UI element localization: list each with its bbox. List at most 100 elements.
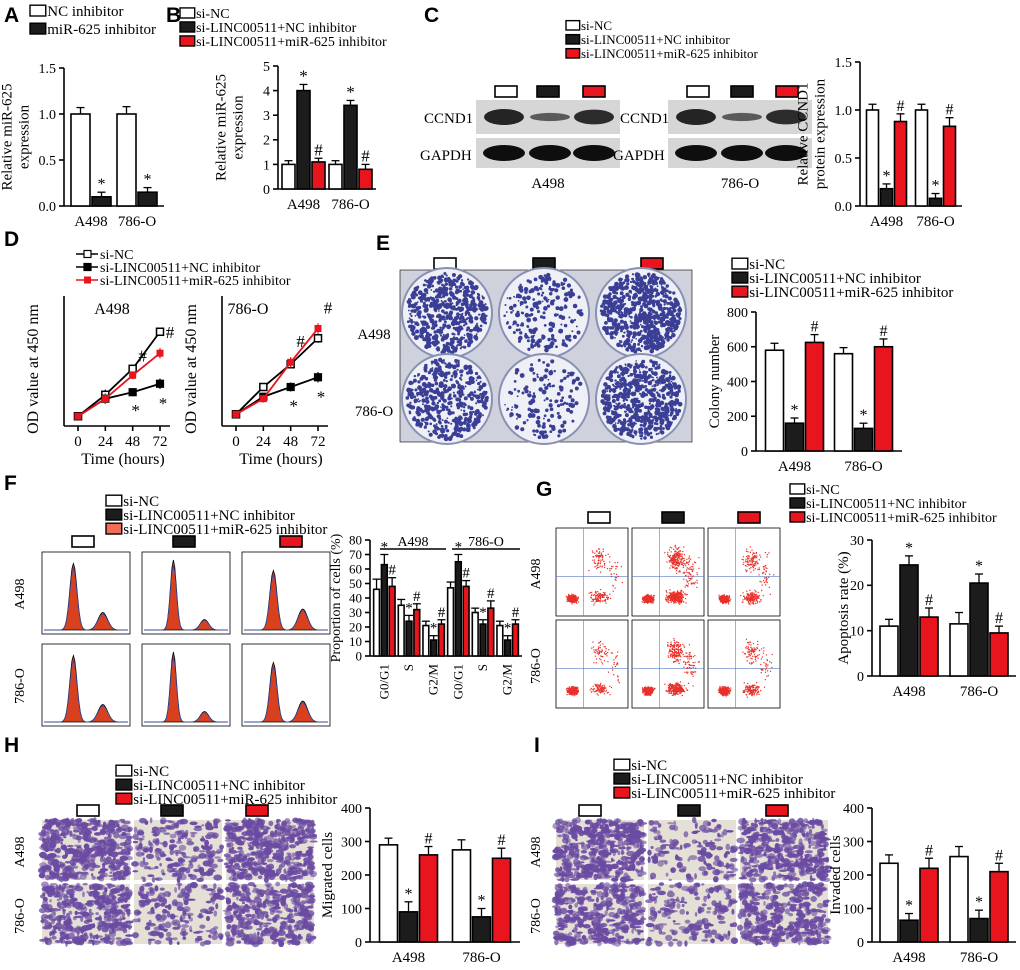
colony-dish-0-0-colony <box>459 315 464 320</box>
colony-dish-0-1-colony <box>519 304 522 307</box>
flow-plot-0-1-event <box>646 597 648 599</box>
colony-dish-0-0-colony <box>430 289 433 291</box>
legend-d-marker-0 <box>83 249 92 259</box>
colony-dish-0-0-colony <box>446 333 450 336</box>
colony-dish-1-2-colony <box>623 383 628 388</box>
flow-plot-0-2-event <box>724 599 727 601</box>
colony-dish-0-1-colony <box>536 309 541 314</box>
colony-dish-1-0-colony <box>462 409 466 413</box>
cycle-histogram-1-0 <box>41 643 131 727</box>
colony-dish-0-0-colony <box>425 279 429 283</box>
colony-dish-1-2-colony <box>647 416 650 420</box>
flow-plot-0-1-event <box>675 569 678 572</box>
flow-plot-0-1-event <box>673 598 675 600</box>
colony-dish-1-2-colony <box>641 402 644 404</box>
chart-d-786-o-xtick-label-0: 0 <box>232 434 240 450</box>
colony-dish-0-0-colony <box>422 283 426 287</box>
flow-plot-0-1-event <box>672 563 674 565</box>
colony-dish-1-2-colony <box>640 393 646 399</box>
flow-plot-0-1-event <box>671 565 674 567</box>
colony-dish-1-0-colony <box>478 412 482 417</box>
flow-plot-0-1-event <box>672 557 674 559</box>
flow-plot-0-0-event <box>566 600 568 602</box>
flow-plot-0-0-event <box>600 561 602 563</box>
colony-dish-0-1-colony <box>548 327 554 333</box>
flow-plot-0-0-event <box>596 598 598 600</box>
colony-dish-0-1-colony <box>533 334 535 337</box>
chart-d-786-o-xtick-label-2: 48 <box>283 434 298 450</box>
colony-dish-1-2-colony <box>628 418 633 423</box>
chart-e-ytick-label-4: 800 <box>727 306 748 321</box>
flow-plot-0-1-event <box>670 565 672 567</box>
colony-dish-1-1-colony <box>571 404 574 406</box>
colony-dish-0-0-colony <box>476 292 479 295</box>
colony-dish-0-2-colony <box>666 301 670 305</box>
colony-dish-0-2-colony <box>623 323 628 328</box>
cycle-histogram-1-2 <box>241 643 331 727</box>
flow-plot-0-1-event <box>641 598 644 600</box>
colony-dish-0-2-colony <box>643 294 647 298</box>
legend-d-marker-2 <box>84 276 91 284</box>
flow-plot-0-0-event <box>599 594 601 597</box>
flow-plot-0-0-event <box>605 602 607 604</box>
flow-plot-0-1-event <box>644 595 646 598</box>
chart-c-xtick-label-0: A498 <box>870 214 903 230</box>
flow-plot-0-0-event <box>572 601 574 603</box>
flow-plot-0-0-event <box>602 594 604 596</box>
colony-dish-1-1-colony <box>513 379 517 383</box>
colony-dish-0-2-colony <box>646 272 651 277</box>
flow-plot-0-0 <box>555 527 629 617</box>
colony-dish-1-2-colony <box>638 371 642 374</box>
colony-dish-1-2-colony <box>634 398 638 402</box>
chart-f-mark-1-2: * <box>430 621 438 637</box>
colony-dish-1-1-colony <box>543 430 547 434</box>
colony-dish-1-2-colony <box>650 425 654 429</box>
flow-plot-0-0-event <box>598 548 600 550</box>
colony-dish-0-0-colony <box>441 315 446 320</box>
flow-plot-0-1-event <box>646 596 649 599</box>
chart-f-mark-2-1: # <box>413 589 421 605</box>
colony-dish-0-1-colony <box>512 309 515 312</box>
colony-dish-0-2-colony <box>628 336 631 339</box>
colony-dish-0-1-colony <box>517 336 523 341</box>
flow-plot-0-2-event <box>724 597 726 600</box>
colony-dish-1-2-colony <box>617 422 620 425</box>
colony-dish-0-0-colony <box>461 312 464 315</box>
flow-plot-0-1-event <box>686 567 688 569</box>
flow-plot-0-0-event <box>599 595 602 597</box>
flow-plot-0-0-event <box>597 561 599 563</box>
colony-dish-0-2-colony <box>603 327 609 333</box>
colony-dish-0-0-colony <box>455 296 459 301</box>
flow-plot-0-1-event <box>643 597 645 599</box>
chart-f-xtick-label-3: G0/G1 <box>450 664 465 699</box>
colony-dish-0-0-colony <box>424 344 430 350</box>
colony-dish-0-0-colony <box>462 324 466 327</box>
flow-plot-0-0-event <box>591 550 594 552</box>
colony-dish-0-0-colony <box>467 327 470 330</box>
colony-dish-0-2-colony <box>630 315 633 319</box>
colony-dish-1-0-colony <box>478 421 481 423</box>
colony-dish-1-2-colony <box>641 379 644 382</box>
colony-dish-0-2-colony <box>631 303 634 307</box>
colony-dish-1-1-colony <box>548 403 553 408</box>
colony-dish-1-0-colony <box>447 421 450 424</box>
flow-plot-0-1-event <box>677 553 679 555</box>
colony-dish-0-2-colony <box>659 282 661 285</box>
chart-d-a498-point-2-1 <box>101 395 109 403</box>
chart-d-786-o-mark-1-3: * <box>317 387 326 406</box>
colony-dish-1-1-colony <box>548 424 553 428</box>
colony-dish-0-2-colony <box>639 283 644 288</box>
colony-dish-1-2-colony <box>619 387 622 390</box>
flow-plot-0-0-event <box>616 566 618 568</box>
colony-dish-0-0-colony <box>450 345 455 350</box>
cycle-row-label-1: 786-O <box>13 668 28 704</box>
colony-dish-1-1-colony <box>511 406 514 408</box>
colony-dish-1-2-colony <box>626 388 630 391</box>
colony-dish-1-2-colony <box>651 372 655 375</box>
colony-dish-1-0-colony <box>413 374 417 378</box>
colony-dish-0-2-colony <box>627 341 630 344</box>
flow-plot-0-0-event <box>605 598 607 601</box>
blot-r-ccnd1-label: CCND1 <box>620 111 669 127</box>
colony-dish-0-0-colony <box>484 303 487 306</box>
blot-l-ccnd1-band-2 <box>574 109 614 125</box>
